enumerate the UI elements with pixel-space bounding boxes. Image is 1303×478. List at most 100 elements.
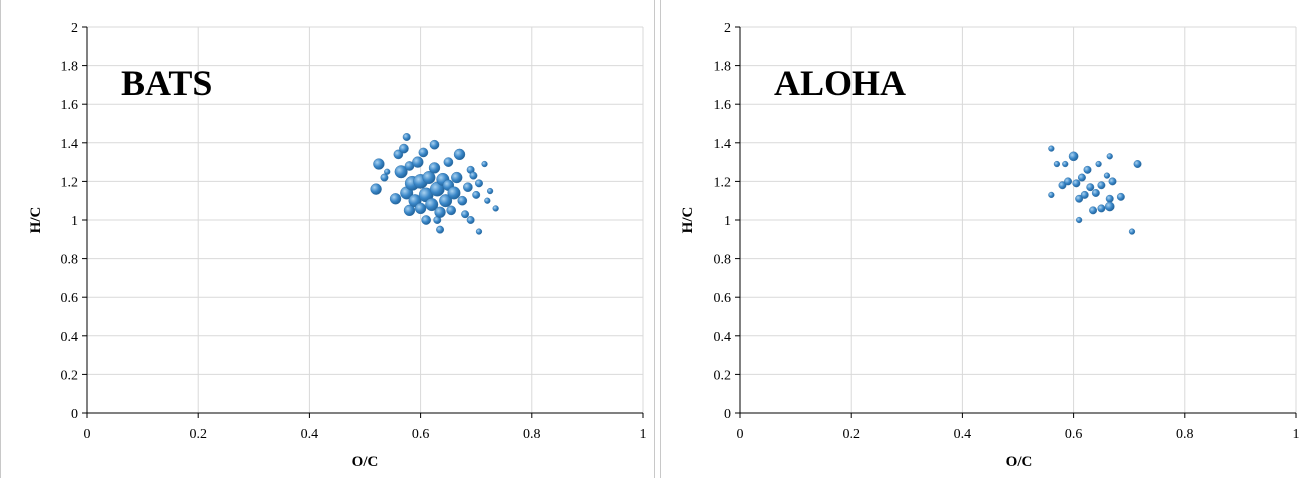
y-tick-label: 1.4 [61, 137, 79, 152]
x-tick-label: 0.6 [412, 427, 430, 442]
data-point [429, 139, 440, 150]
y-tick-label: 0.8 [714, 253, 732, 268]
y-tick-label: 0 [71, 407, 78, 422]
y-tick-label: 0.6 [61, 291, 79, 306]
y-tick-label: 1.8 [714, 60, 732, 75]
x-tick-label: 0.2 [189, 427, 207, 442]
data-point [1089, 206, 1098, 215]
x-tick-label: 0 [737, 427, 744, 442]
aloha-chart-panel: 0 0.2 0.4 0.6 0.8 1 1.2 1.4 1.6 1.8 2 0 0.2 0.4 0.6 0.8… [660, 0, 1303, 478]
data-point [453, 148, 466, 161]
y-tick-label: 1 [724, 214, 731, 229]
data-point [1103, 172, 1111, 179]
aloha-chart: 0 0.2 0.4 0.6 0.8 1 1.2 1.4 1.6 1.8 2 0 0.2 0.4 0.6 0.8… [680, 21, 1300, 470]
y-tick-label: 1.6 [61, 98, 79, 113]
y-tick-label: 0.2 [61, 368, 79, 383]
y-tick-label: 1 [71, 214, 78, 229]
data-point [1091, 189, 1100, 197]
x-axis-title: O/C [1006, 454, 1033, 470]
data-point [446, 205, 456, 216]
data-point [439, 194, 453, 208]
x-tick-label: 0.8 [523, 427, 541, 442]
x-tick-label: 1 [640, 427, 647, 442]
data-point [481, 160, 488, 168]
data-point [412, 156, 424, 168]
data-point [461, 210, 470, 219]
data-point [436, 225, 445, 234]
data-point [422, 171, 436, 185]
data-point [1053, 160, 1061, 168]
data-point [402, 133, 411, 141]
data-point [418, 147, 429, 158]
y-tick-label: 0 [724, 407, 731, 422]
data-point [394, 165, 408, 179]
data-point [421, 215, 431, 225]
bats-chart-panel: 0 0.2 0.4 0.6 0.8 1 1.2 1.4 1.6 1.8 2 0 0.2 0.4 0.6 0.8… [0, 0, 655, 478]
x-tick-label: 0.2 [842, 427, 860, 442]
y-tick-label: 1.2 [61, 175, 79, 190]
y-tick-label: 2 [71, 21, 78, 36]
data-point [1068, 151, 1079, 162]
x-tick-label: 0.4 [301, 427, 319, 442]
y-tick-label: 1.2 [714, 175, 732, 190]
data-point [1048, 191, 1055, 199]
data-point [414, 202, 427, 215]
data-point [425, 198, 439, 212]
data-point [466, 216, 475, 224]
y-tick-label: 0.2 [714, 368, 732, 383]
data-point [389, 193, 402, 205]
x-tick-label: 0.4 [954, 427, 972, 442]
x-axis-title: O/C [352, 454, 379, 470]
data-point [1080, 190, 1089, 199]
data-point [1106, 153, 1113, 160]
data-point [434, 206, 446, 218]
data-point [1086, 183, 1095, 192]
data-point [1116, 192, 1125, 201]
data-point [475, 179, 483, 188]
chart-title: BATS [121, 63, 212, 103]
y-tick-label: 1.6 [714, 98, 732, 113]
data-point [403, 204, 416, 217]
y-tick-label: 0.4 [714, 330, 732, 345]
data-point [399, 143, 409, 154]
x-tick-label: 0.6 [1065, 427, 1083, 442]
y-tick-label: 0.4 [61, 330, 79, 345]
x-tick-label: 0 [84, 427, 91, 442]
data-point [380, 173, 389, 182]
data-point [1064, 177, 1072, 186]
data-point [472, 190, 481, 199]
data-point [1062, 160, 1069, 168]
data-point [457, 195, 468, 206]
data-point [487, 187, 494, 195]
y-axis-title: H/C [680, 207, 696, 234]
data-point [1075, 194, 1084, 203]
data-point [1133, 160, 1142, 168]
data-point [463, 182, 473, 192]
y-axis-title: H/C [28, 207, 44, 234]
x-tick-label: 0.8 [1176, 427, 1194, 442]
data-point [370, 183, 382, 195]
data-point [1077, 173, 1086, 182]
data-point [1048, 145, 1055, 152]
data-point [469, 171, 478, 180]
data-point [1105, 194, 1114, 203]
data-point [447, 186, 461, 200]
data-point [1072, 179, 1081, 188]
y-tick-label: 2 [724, 21, 731, 36]
data-point [1104, 201, 1115, 212]
x-tick-label: 1 [1293, 427, 1300, 442]
data-point [475, 228, 483, 235]
data-point [373, 158, 385, 170]
data-point [1097, 181, 1106, 190]
y-tick-label: 1.8 [61, 60, 79, 75]
data-point [1097, 204, 1106, 213]
data-point [1076, 216, 1083, 224]
data-point [443, 157, 454, 167]
y-tick-label: 1.4 [714, 137, 732, 152]
data-point [484, 197, 491, 204]
data-point [428, 162, 441, 174]
chart-title: ALOHA [774, 63, 906, 103]
bats-chart: 0 0.2 0.4 0.6 0.8 1 1.2 1.4 1.6 1.8 2 0 0.2 0.4 0.6 0.8… [28, 21, 647, 470]
data-point [384, 168, 391, 175]
data-point [492, 205, 499, 212]
